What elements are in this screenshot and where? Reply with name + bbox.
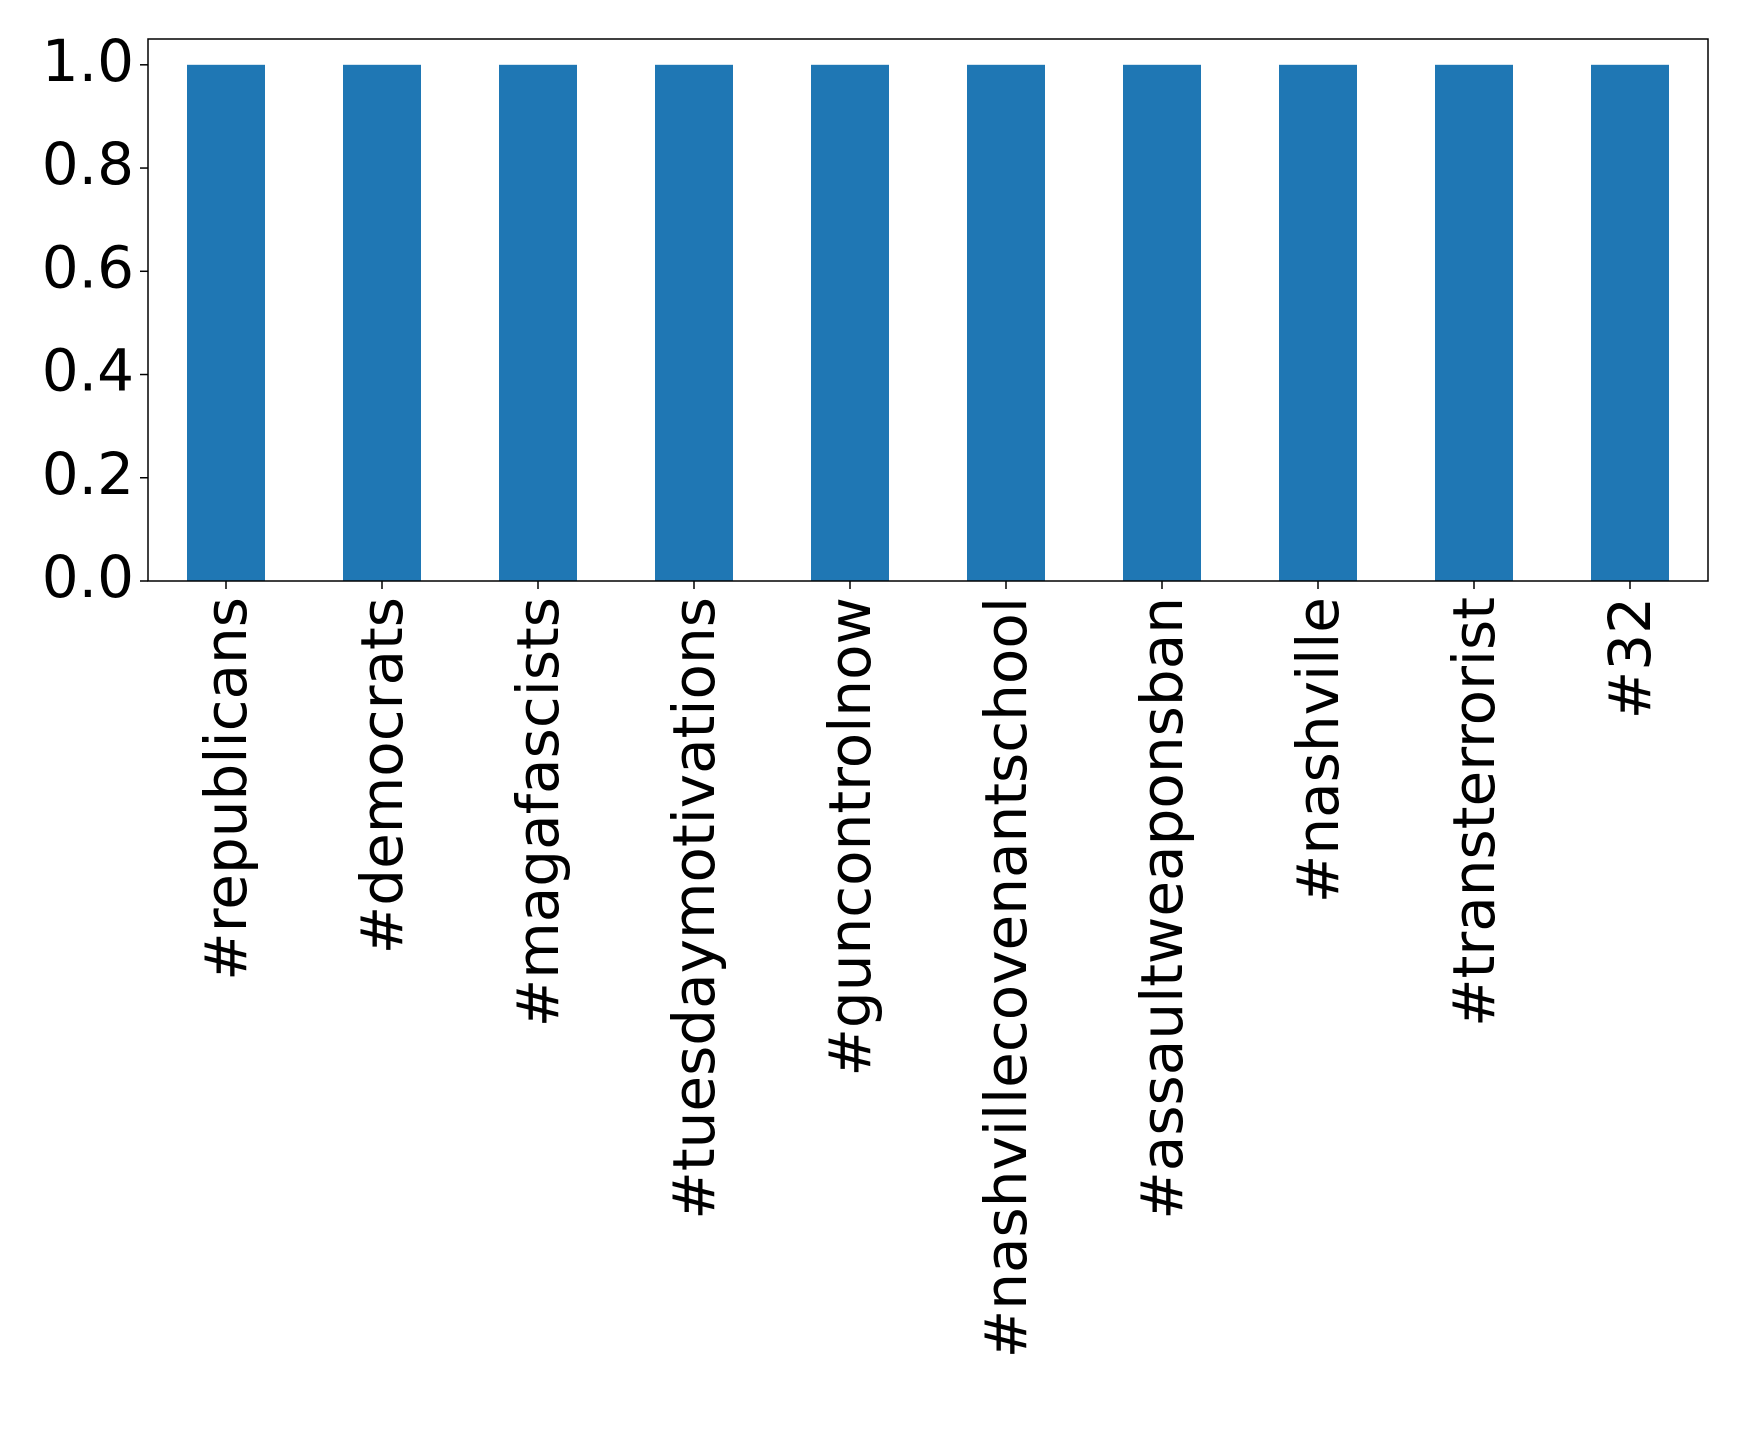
y-tick-label: 0.0 — [42, 543, 134, 611]
x-tick-label: #guncontrolnow — [816, 597, 884, 1077]
x-tick-label: #assaultweaponsban — [1128, 597, 1196, 1220]
y-tick-label: 0.6 — [42, 233, 134, 301]
x-tick-label: #tuesdaymotivations — [660, 597, 728, 1220]
bar — [343, 64, 421, 582]
bar — [187, 64, 265, 582]
bar — [499, 64, 577, 582]
bar — [1435, 64, 1513, 582]
x-tick-label: #nashville — [1284, 597, 1352, 903]
y-tick-label: 0.4 — [42, 337, 134, 405]
y-tick-label: 0.2 — [42, 440, 134, 508]
bar — [967, 64, 1045, 582]
bar — [1279, 64, 1357, 582]
x-tick-label: #nashvillecovenantschool — [972, 597, 1040, 1358]
x-tick-label: #democrats — [348, 597, 416, 954]
bar — [655, 64, 733, 582]
x-tick-label: #32 — [1596, 597, 1664, 719]
x-tick-label: #transterrorist — [1440, 597, 1508, 1027]
y-tick-label: 1.0 — [42, 27, 134, 95]
plot-frame — [147, 38, 1709, 582]
x-tick-label: #magafascists — [504, 597, 572, 1027]
y-tick-label: 0.8 — [42, 130, 134, 198]
bar — [1591, 64, 1669, 582]
bar — [1123, 64, 1201, 582]
x-tick-label: #republicans — [192, 597, 260, 981]
bar — [811, 64, 889, 582]
